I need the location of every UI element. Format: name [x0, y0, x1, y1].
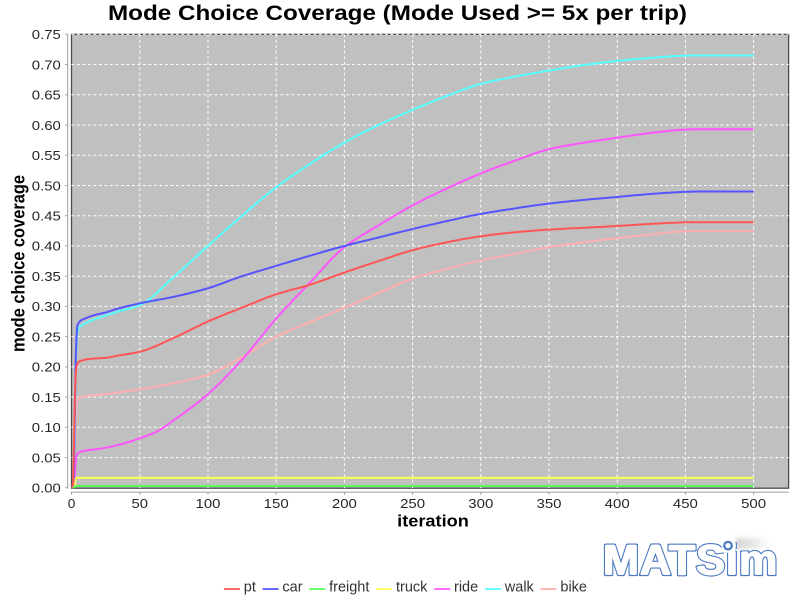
svg-text:MATSim: MATSim	[603, 537, 778, 585]
svg-text:400: 400	[605, 496, 630, 511]
svg-text:250: 250	[400, 496, 425, 511]
svg-text:freight: freight	[329, 580, 369, 596]
svg-text:300: 300	[468, 496, 493, 511]
svg-text:350: 350	[537, 496, 562, 511]
svg-text:Mode Choice Coverage (Mode Use: Mode Choice Coverage (Mode Used >= 5x pe…	[108, 1, 687, 25]
svg-text:0.15: 0.15	[32, 390, 61, 405]
svg-text:0.00: 0.00	[32, 481, 61, 496]
svg-text:0.50: 0.50	[32, 178, 61, 193]
svg-text:0.70: 0.70	[32, 57, 61, 72]
svg-text:0.75: 0.75	[32, 27, 61, 42]
svg-text:0.35: 0.35	[32, 269, 61, 284]
svg-text:MATSim: MATSim	[602, 537, 777, 585]
svg-text:MATSim: MATSim	[603, 537, 778, 585]
svg-text:MATSim: MATSim	[603, 536, 778, 584]
svg-text:0.40: 0.40	[32, 239, 61, 254]
svg-text:450: 450	[673, 496, 698, 511]
svg-text:pt: pt	[244, 580, 256, 596]
svg-text:0.20: 0.20	[32, 360, 61, 375]
svg-text:0.10: 0.10	[32, 420, 61, 435]
svg-text:MATSim: MATSim	[602, 537, 777, 585]
svg-text:MATSim: MATSim	[603, 536, 778, 584]
svg-text:0.65: 0.65	[32, 88, 61, 103]
svg-text:bike: bike	[560, 580, 587, 596]
svg-text:MATSim: MATSim	[604, 537, 779, 585]
svg-text:ride: ride	[454, 580, 478, 596]
svg-text:MATSim: MATSim	[603, 537, 778, 585]
svg-text:MATSim: MATSim	[604, 537, 779, 585]
svg-text:150: 150	[264, 496, 289, 511]
svg-text:100: 100	[196, 496, 221, 511]
svg-text:0: 0	[68, 496, 76, 511]
svg-text:0.60: 0.60	[32, 118, 61, 133]
svg-text:0.05: 0.05	[32, 450, 61, 465]
svg-text:truck: truck	[396, 580, 428, 596]
svg-text:0.55: 0.55	[32, 148, 61, 163]
svg-text:mode choice coverage: mode choice coverage	[9, 175, 29, 352]
svg-text:MATSim: MATSim	[603, 537, 778, 585]
svg-text:car: car	[282, 580, 302, 596]
svg-text:200: 200	[332, 496, 357, 511]
svg-text:500: 500	[741, 496, 766, 511]
svg-text:50: 50	[132, 496, 149, 511]
svg-text:iteration: iteration	[397, 512, 469, 531]
svg-text:0.45: 0.45	[32, 209, 61, 224]
svg-text:walk: walk	[504, 580, 535, 596]
svg-text:0.25: 0.25	[32, 329, 61, 344]
svg-text:0.30: 0.30	[32, 299, 61, 314]
